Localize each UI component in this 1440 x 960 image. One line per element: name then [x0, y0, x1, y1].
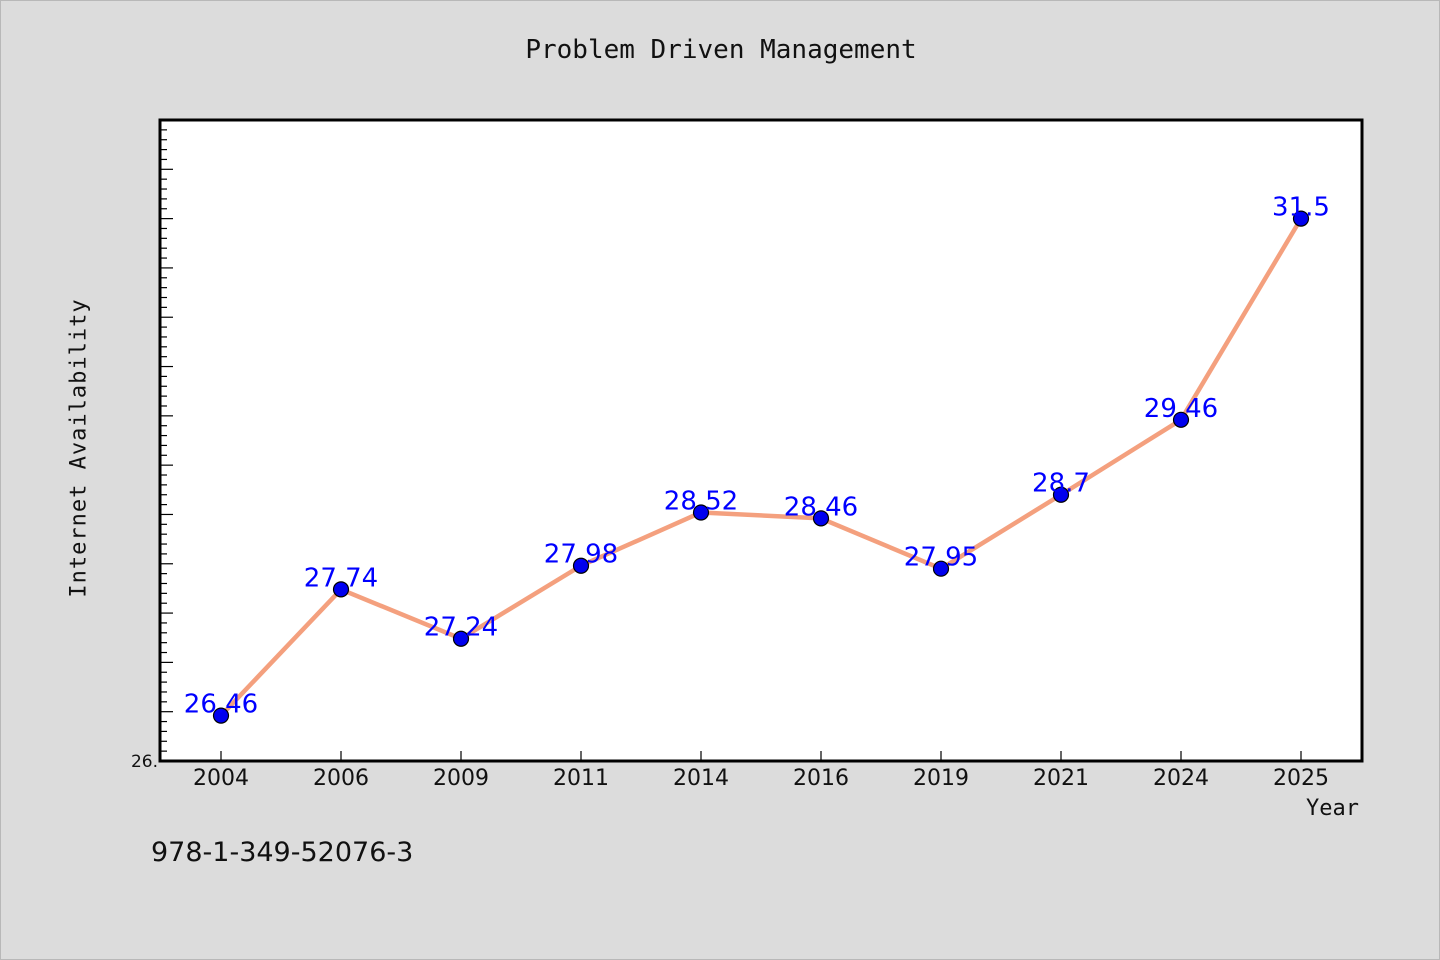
data-label: 29.46 [1144, 394, 1218, 424]
data-point [812, 510, 830, 527]
x-tick-label: 2016 [793, 766, 849, 791]
x-tick-label: 2025 [1273, 766, 1329, 791]
x-tick-label: 2019 [913, 766, 969, 791]
data-label: 27.95 [904, 543, 978, 573]
x-tick-label: 2014 [673, 766, 729, 791]
x-axis-title: Year [1306, 796, 1359, 821]
x-tick-label: 2004 [193, 766, 249, 791]
y-tick-label: 26. [131, 752, 158, 772]
data-point [452, 630, 470, 647]
data-label: 27.24 [424, 613, 498, 643]
data-label: 28.46 [784, 492, 858, 522]
data-label: 27.74 [304, 563, 378, 593]
data-point [692, 504, 710, 521]
data-label: 28.7 [1032, 469, 1090, 499]
data-label: 26.46 [184, 690, 258, 720]
isbn-label: 978-1-349-52076-3 [151, 837, 414, 868]
data-point [332, 581, 350, 598]
x-tick-label: 2021 [1033, 766, 1089, 791]
data-point [1052, 486, 1070, 503]
x-tick-label: 2006 [313, 766, 369, 791]
data-label: 28.52 [664, 486, 738, 516]
plot-area [158, 118, 1364, 763]
data-label: 31.5 [1272, 193, 1330, 223]
x-tick-label: 2009 [433, 766, 489, 791]
series-line [218, 216, 1304, 718]
data-point [1292, 210, 1310, 227]
chart-title: Problem Driven Management [525, 35, 917, 65]
data-label: 27.98 [544, 540, 618, 570]
data-point [932, 560, 950, 577]
data-point [572, 557, 590, 574]
data-point [212, 707, 230, 724]
data-point [1172, 411, 1190, 428]
x-tick-label: 2011 [553, 766, 609, 791]
x-tick-label: 2024 [1153, 766, 1209, 791]
